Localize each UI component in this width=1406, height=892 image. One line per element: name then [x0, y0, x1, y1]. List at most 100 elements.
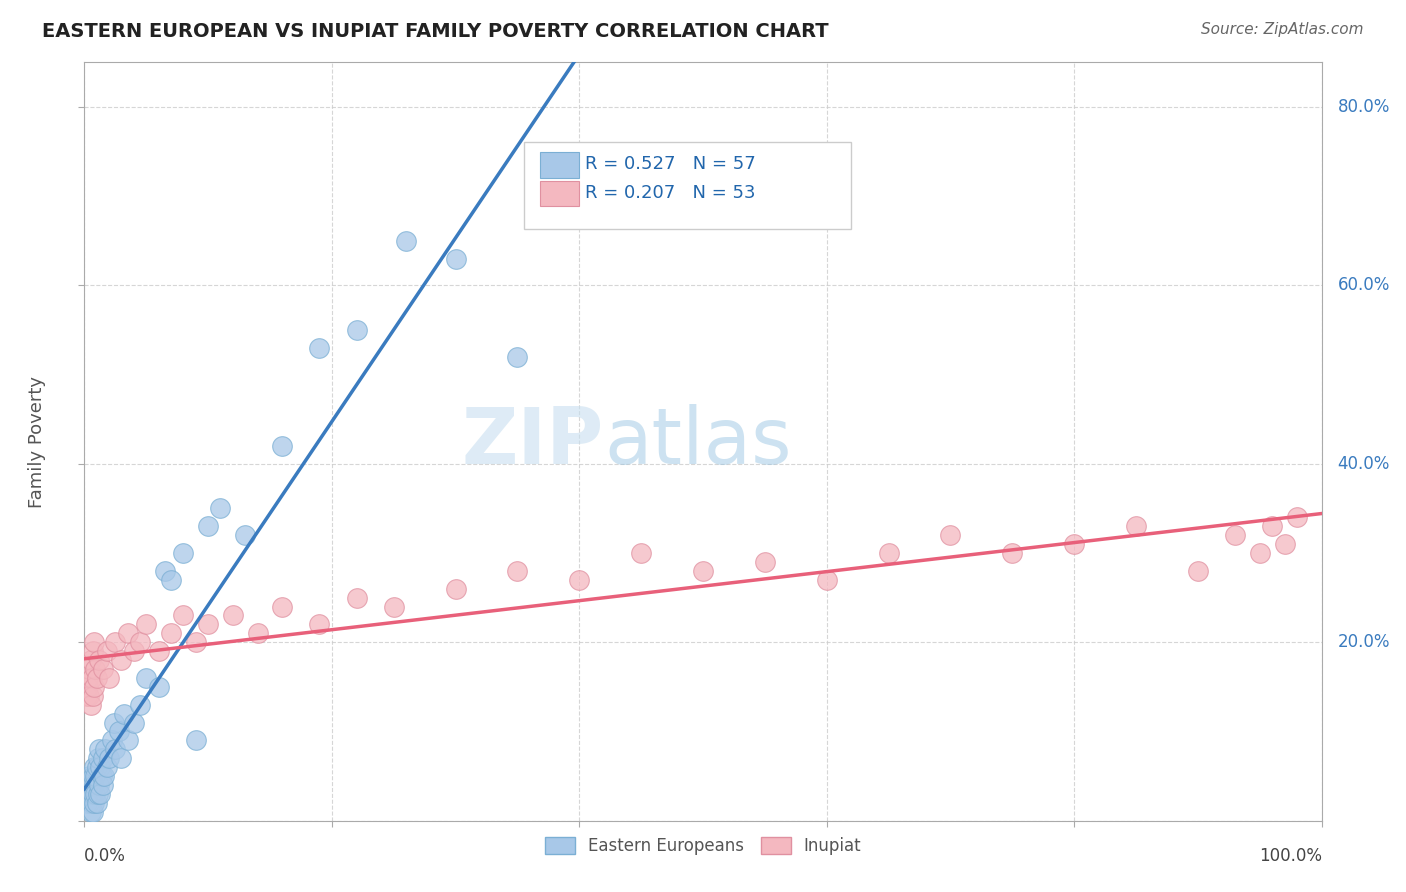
- Point: [1063, 537, 1085, 551]
- Point: [184, 635, 207, 649]
- Point: [506, 350, 529, 364]
- Point: [84, 769, 107, 783]
- Point: [86, 671, 108, 685]
- Point: [103, 715, 125, 730]
- Point: [246, 626, 269, 640]
- Point: [815, 573, 838, 587]
- Point: [148, 644, 170, 658]
- Point: [308, 617, 330, 632]
- Point: [91, 778, 114, 792]
- Point: [77, 787, 100, 801]
- Point: [110, 751, 132, 765]
- Text: R = 0.207   N = 53: R = 0.207 N = 53: [585, 184, 756, 202]
- Point: [82, 644, 104, 658]
- Point: [112, 706, 135, 721]
- Point: [93, 769, 115, 783]
- Point: [197, 519, 219, 533]
- Point: [104, 742, 127, 756]
- Text: 100.0%: 100.0%: [1258, 847, 1322, 865]
- FancyBboxPatch shape: [540, 181, 579, 207]
- Point: [153, 564, 176, 578]
- Text: 0.0%: 0.0%: [84, 847, 127, 865]
- Point: [1223, 528, 1246, 542]
- Point: [692, 564, 714, 578]
- Point: [98, 671, 121, 685]
- Point: [160, 626, 183, 640]
- Point: [117, 626, 139, 640]
- Point: [90, 769, 112, 783]
- Point: [630, 546, 652, 560]
- Point: [104, 635, 127, 649]
- Point: [184, 733, 207, 747]
- Point: [79, 698, 101, 712]
- Point: [100, 733, 122, 747]
- Point: [83, 760, 105, 774]
- Point: [87, 787, 110, 801]
- Point: [77, 671, 100, 685]
- Text: ZIP: ZIP: [461, 403, 605, 480]
- Point: [129, 698, 152, 712]
- Point: [96, 644, 118, 658]
- Point: [1001, 546, 1024, 560]
- Point: [233, 528, 256, 542]
- Point: [86, 796, 108, 810]
- Point: [83, 635, 105, 649]
- Point: [939, 528, 962, 542]
- Point: [271, 439, 294, 453]
- Point: [83, 778, 105, 792]
- Point: [87, 751, 110, 765]
- Point: [877, 546, 900, 560]
- FancyBboxPatch shape: [540, 152, 579, 178]
- Point: [222, 608, 245, 623]
- Point: [172, 546, 194, 560]
- Point: [80, 778, 103, 792]
- Point: [1125, 519, 1147, 533]
- Point: [98, 751, 121, 765]
- Point: [84, 662, 107, 676]
- Point: [1274, 537, 1296, 551]
- Point: [754, 555, 776, 569]
- Point: [395, 234, 418, 248]
- Point: [89, 742, 111, 756]
- Point: [444, 582, 467, 596]
- Point: [1249, 546, 1271, 560]
- Text: Family Poverty: Family Poverty: [28, 376, 46, 508]
- Point: [122, 644, 145, 658]
- Point: [1261, 519, 1284, 533]
- Point: [110, 653, 132, 667]
- Point: [1285, 510, 1308, 524]
- FancyBboxPatch shape: [523, 142, 852, 229]
- Point: [89, 787, 111, 801]
- Point: [96, 760, 118, 774]
- Point: [79, 778, 101, 792]
- Point: [117, 733, 139, 747]
- Point: [82, 689, 104, 703]
- Point: [346, 591, 368, 605]
- Point: [79, 805, 101, 819]
- Text: 60.0%: 60.0%: [1337, 277, 1391, 294]
- Point: [346, 323, 368, 337]
- Point: [82, 769, 104, 783]
- Point: [77, 680, 100, 694]
- Point: [76, 796, 98, 810]
- Point: [135, 617, 157, 632]
- Text: EASTERN EUROPEAN VS INUPIAT FAMILY POVERTY CORRELATION CHART: EASTERN EUROPEAN VS INUPIAT FAMILY POVER…: [42, 22, 828, 41]
- Text: R = 0.527   N = 57: R = 0.527 N = 57: [585, 155, 756, 173]
- Point: [79, 787, 101, 801]
- Point: [568, 573, 591, 587]
- Point: [79, 796, 101, 810]
- Point: [172, 608, 194, 623]
- Point: [77, 778, 100, 792]
- Point: [91, 662, 114, 676]
- Point: [86, 760, 108, 774]
- Point: [79, 769, 101, 783]
- Point: [506, 564, 529, 578]
- Text: atlas: atlas: [605, 403, 792, 480]
- Point: [308, 341, 330, 355]
- Point: [82, 805, 104, 819]
- Text: Source: ZipAtlas.com: Source: ZipAtlas.com: [1201, 22, 1364, 37]
- Point: [94, 742, 117, 756]
- Point: [135, 671, 157, 685]
- Point: [444, 252, 467, 266]
- Point: [148, 680, 170, 694]
